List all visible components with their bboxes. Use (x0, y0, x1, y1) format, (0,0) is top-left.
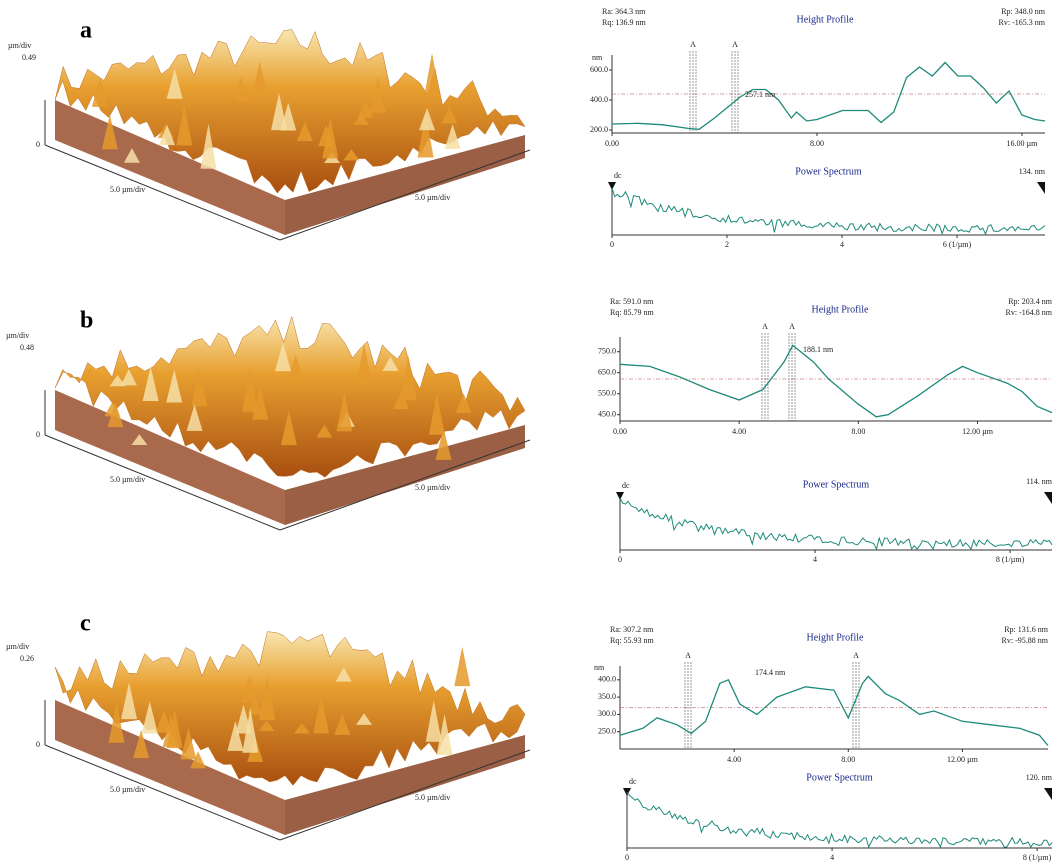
afm-z-max: 0.48 (20, 343, 34, 352)
profile-annotation: 174.4 nm (755, 668, 786, 677)
figure: a µm/div 0.49 0 5.0 µm/div 5.0 µm/div Ra: 364.… (0, 0, 1057, 862)
cursor-label: A (789, 322, 795, 331)
dc-label: dc (614, 171, 622, 180)
afm-x-scale: 5.0 µm/div (110, 785, 145, 794)
end-marker (1037, 182, 1045, 194)
ps-x-tick-label: 4 (830, 853, 834, 862)
power-spectrum-title: Power Spectrum (806, 772, 873, 783)
x-tick-label: 8.00 (851, 427, 865, 436)
y-tick-label: 550.0 (598, 389, 616, 398)
afm-x-scale: 5.0 µm/div (110, 185, 145, 194)
y-tick-label: 300.0 (598, 709, 616, 718)
stat-rv: Rv: -95.88 nm (1002, 636, 1049, 645)
afm-y-scale: 5.0 µm/div (415, 193, 450, 202)
height-profile-title: Height Profile (812, 304, 869, 315)
panel-label: c (80, 611, 91, 637)
end-marker (1044, 788, 1052, 800)
spectrum-curve (627, 792, 1052, 847)
cursor-label: A (690, 40, 696, 49)
x-tick-label: 8.00 (810, 139, 824, 148)
panel-label: b (80, 308, 93, 334)
x-tick-label: 12.00 µm (962, 427, 994, 436)
height-profile-title: Height Profile (797, 14, 854, 25)
stat-rp: Rp: 203.4 nm (1008, 297, 1053, 306)
afm-peak (454, 647, 470, 686)
profile-annotation: 188.1 nm (803, 345, 834, 354)
cursor-label: A (762, 322, 768, 331)
spectrum-curve (612, 188, 1045, 234)
y-tick-label: 250.0 (598, 727, 616, 736)
profile-annotation: 257.1 nm (745, 90, 776, 99)
ps-x-tick-label: 0 (610, 240, 614, 249)
end-label: 120. nm (1026, 773, 1053, 782)
ps-x-tick-label: 4 (840, 240, 844, 249)
x-tick-label: 0.00 (613, 427, 627, 436)
power-spectrum-title: Power Spectrum (795, 166, 862, 177)
spectrum-curve (620, 498, 1052, 549)
profile-line (620, 345, 1052, 416)
afm-z-unit: µm/div (8, 41, 31, 50)
x-tick-label: 8.00 (841, 755, 855, 764)
profile-line (620, 676, 1048, 745)
y-tick-label: 750.0 (598, 347, 616, 356)
end-label: 114. nm (1026, 477, 1053, 486)
x-tick-label: 0.00 (605, 139, 619, 148)
stat-rv: Rv: -165.3 nm (999, 18, 1046, 27)
y-tick-label: 650.0 (598, 368, 616, 377)
afm-z-min: 0 (36, 740, 40, 749)
y-tick-label: 400.0 (590, 95, 608, 104)
stat-ra: Ra: 307.2 nm (610, 625, 654, 634)
x-tick-label: 16.00 µm (1007, 139, 1039, 148)
ps-x-tick-label: 6 (1/µm) (943, 240, 972, 249)
afm-z-unit: µm/div (6, 331, 29, 340)
afm-z-min: 0 (36, 430, 40, 439)
y-tick-label: 400.0 (598, 675, 616, 684)
stat-rq: Rq: 136.9 nm (602, 18, 647, 27)
y-tick-label: 200.0 (590, 125, 608, 134)
ps-x-tick-label: 2 (725, 240, 729, 249)
y-unit: nm (594, 663, 605, 672)
cursor-label: A (853, 651, 859, 660)
afm-x-scale: 5.0 µm/div (110, 475, 145, 484)
dc-label: dc (629, 777, 637, 786)
afm-z-unit: µm/div (6, 642, 29, 651)
afm-z-max: 0.26 (20, 654, 34, 663)
end-label: 134. nm (1019, 167, 1046, 176)
afm-y-scale: 5.0 µm/div (415, 793, 450, 802)
x-tick-label: 12.00 µm (947, 755, 979, 764)
power-spectrum-title: Power Spectrum (803, 479, 870, 490)
y-tick-label: 600.0 (590, 65, 608, 74)
cursor-label: A (685, 651, 691, 660)
afm-peak (424, 53, 440, 97)
y-tick-label: 450.0 (598, 410, 616, 419)
dc-label: dc (622, 481, 630, 490)
afm-y-scale: 5.0 µm/div (415, 483, 450, 492)
afm-z-min: 0 (36, 140, 40, 149)
afm-z-max: 0.49 (22, 53, 36, 62)
height-profile-title: Height Profile (807, 632, 864, 643)
stat-rp: Rp: 348.0 nm (1001, 7, 1046, 16)
x-tick-label: 4.00 (727, 755, 741, 764)
cursor-label: A (732, 40, 738, 49)
x-tick-label: 4.00 (732, 427, 746, 436)
stat-rq: Rq: 55.93 nm (610, 636, 655, 645)
profile-line (612, 63, 1045, 130)
stat-ra: Ra: 591.0 nm (610, 297, 654, 306)
stat-rp: Rp: 131.6 nm (1004, 625, 1049, 634)
ps-x-tick-label: 8 (1/µm) (996, 555, 1025, 564)
panel-label: a (80, 18, 92, 44)
stat-rq: Rq: 85.79 nm (610, 308, 655, 317)
ps-x-tick-label: 0 (618, 555, 622, 564)
stat-rv: Rv: -164.8 nm (1006, 308, 1053, 317)
ps-x-tick-label: 0 (625, 853, 629, 862)
end-marker (1044, 492, 1052, 504)
stat-ra: Ra: 364.3 nm (602, 7, 646, 16)
ps-x-tick-label: 4 (813, 555, 817, 564)
y-unit: nm (592, 53, 603, 62)
ps-x-tick-label: 8 (1/µm) (1023, 853, 1052, 862)
y-tick-label: 350.0 (598, 692, 616, 701)
dc-marker (623, 788, 631, 796)
